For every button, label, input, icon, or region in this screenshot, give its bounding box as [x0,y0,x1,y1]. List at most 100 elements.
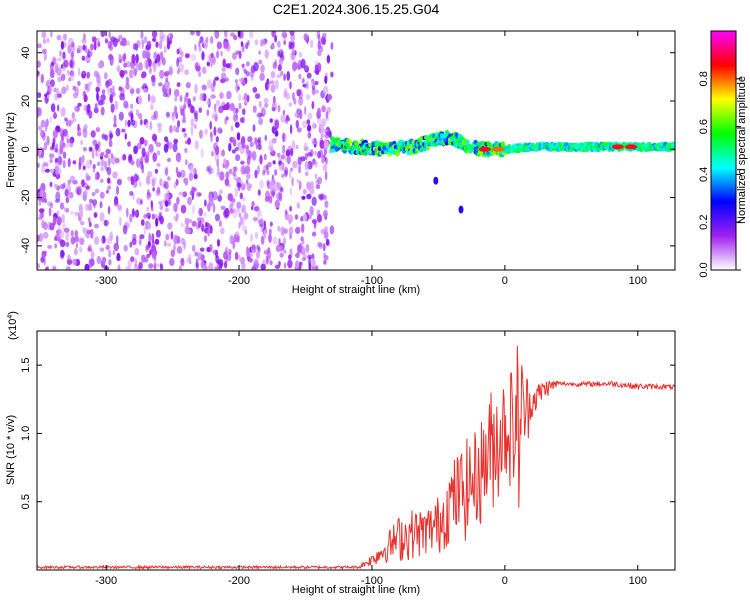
spectrogram-cell [285,149,291,157]
spectrogram-cell [165,77,169,83]
spectrogram-cell [228,168,233,175]
spectrogram-cell [312,160,318,165]
spectrogram-cell [107,40,112,49]
spectrogram-cell [186,257,192,263]
spectrogram-cell [260,64,265,73]
spectrogram-cell [146,206,150,212]
spectrogram-cell [315,183,321,190]
spectrogram-cell [96,161,101,167]
spectrogram-cell [69,139,74,148]
spectrogram-cell [249,31,254,39]
spectrogram-cell [290,148,294,157]
spectrogram-cell [72,160,77,165]
spectrogram-cell [158,40,163,50]
spectrogram-frame [36,30,676,271]
spectrogram-cell [229,235,234,245]
spectrogram-cell [91,149,95,159]
spectrogram-cell [57,93,62,99]
spectrogram-cell [243,100,248,106]
spectrogram-cell [298,164,302,174]
spectrogram-cell [106,189,109,194]
spectrogram-cell [55,191,61,202]
spectrogram-cell [83,188,88,196]
spectrogram-cell [263,229,267,240]
spectrogram-cell [258,112,264,118]
spectrogram-cell [93,212,98,218]
spectrogram-cell [45,123,48,132]
spectrogram-cell [113,200,119,207]
spectrogram-cell [284,209,288,215]
spectrogram-cell [62,159,66,169]
spectrogram-cell [217,195,223,202]
spectrogram-cell [215,51,220,59]
spectrogram-cell [234,147,239,152]
spectrogram-cell [223,260,228,269]
spectrogram-cell [183,132,188,138]
spectrogram-cell [147,93,151,102]
spectrogram-cell [179,94,183,103]
spectrogram-cell [214,213,221,222]
spectrogram-cell [314,80,319,86]
spectrogram-y-tick-label: -40 [20,238,32,254]
spectrogram-cell [132,233,137,241]
spectrogram-cell [178,191,184,196]
spectrogram-cell [257,138,260,144]
spectrogram-cell [188,172,194,182]
spectrogram-cell [178,63,185,73]
spectrogram-cell [268,233,272,243]
spectrogram-cell [174,89,180,97]
spectrogram-cell [129,103,134,110]
snr-exponent-power: 4 [7,315,14,319]
spectrogram-cell [96,72,99,79]
spectrogram-cell [243,92,248,101]
spectrogram-cell [256,112,262,118]
spectrogram-cell [235,154,241,162]
spectrogram-cell [176,57,180,68]
spectrogram-cell [244,165,249,174]
spectrogram-cell [296,178,300,184]
spectrogram-cell [280,226,285,236]
spectrogram-cell [90,130,96,138]
spectrogram-cell [249,141,254,148]
spectrogram-cell [150,94,155,104]
spectrogram-cell [37,143,40,148]
spectrogram-cell [52,215,57,226]
spectrogram-cell [220,72,227,80]
spectrogram-cell [42,231,49,239]
spectrogram-cell [316,214,323,223]
spectrogram-cell [289,205,292,212]
spectrogram-cell [133,145,139,155]
spectrogram-cell [272,95,276,104]
spectrogram-cell [99,191,105,199]
spectrogram-cell [199,93,204,102]
spectrogram-cell [180,169,186,178]
spectrogram-cell [262,39,266,46]
spectrogram-cell [48,207,52,217]
spectrogram-cell [239,216,244,225]
spectrogram-cell [216,259,221,265]
spectrogram-cell [157,126,162,133]
colorbar-tick-label: 0.8 [698,71,710,86]
spectrogram-cell [125,266,132,270]
spectrogram-cell [298,89,303,100]
spectrogram-cell [263,220,266,230]
spectrogram-cell [194,251,199,257]
spectrogram-cell [106,177,111,184]
spectrogram-cell [278,58,283,66]
spectrogram-xlabel: Height of straight line (km) [292,284,420,296]
spectrogram-cell [143,214,147,219]
spectrogram-cell [254,137,258,145]
spectrogram-cell [304,160,309,171]
spectrogram-cell [274,264,281,269]
spectrogram-cell [81,55,86,61]
spectrogram-cell [258,59,263,65]
spectrogram-x-tick-label: -100 [361,275,383,287]
spectrogram-cell [289,248,293,254]
spectrogram-cell [260,235,265,245]
spectrogram-cell [281,146,285,153]
spectrogram-cell [54,243,57,249]
spectrogram-cell [143,139,148,147]
spectrogram-cell [194,83,198,94]
spectrogram-cell [106,237,112,245]
